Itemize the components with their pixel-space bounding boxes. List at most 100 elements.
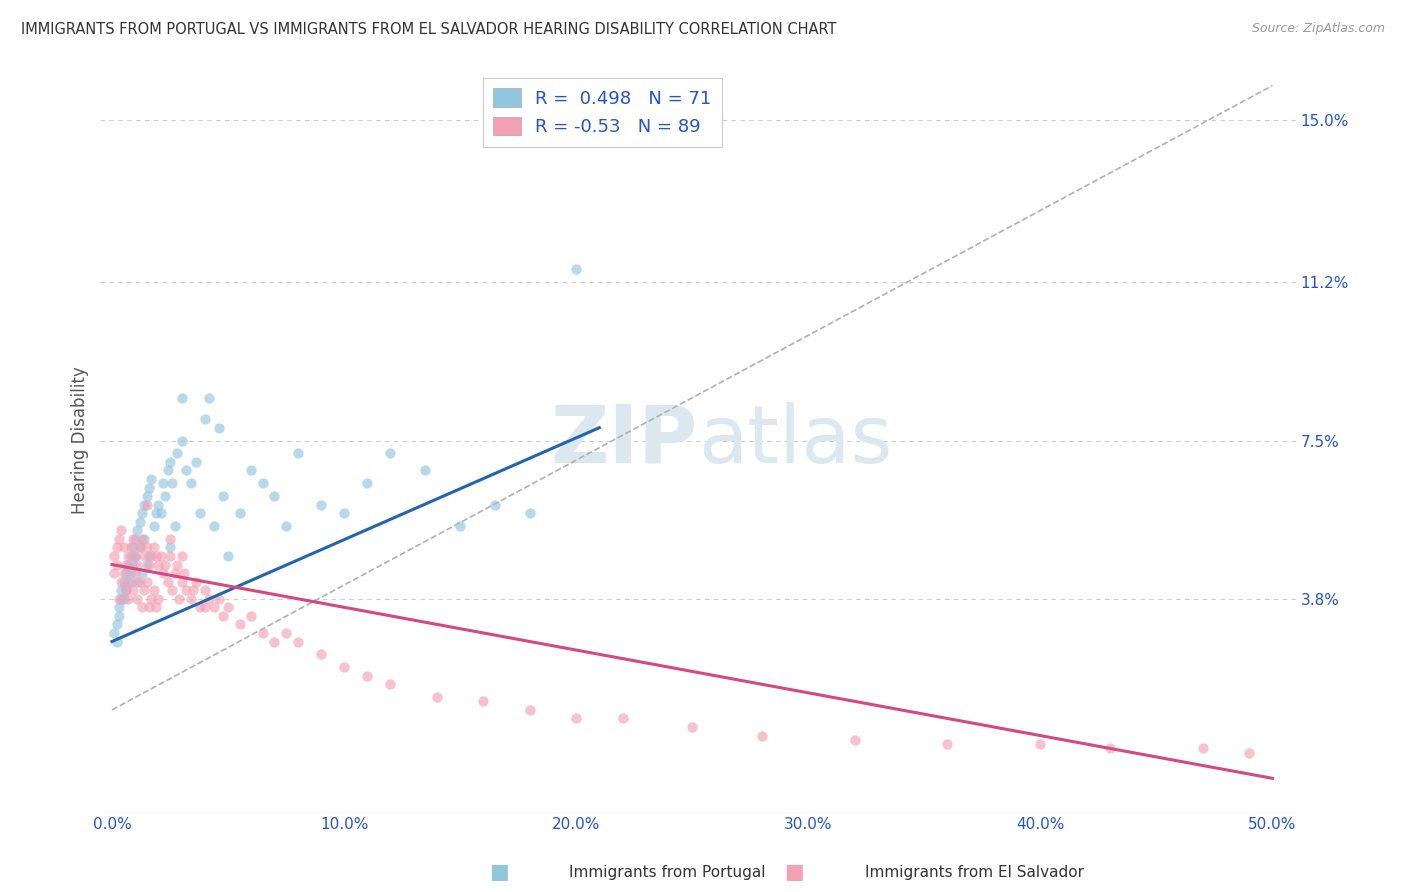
Point xyxy=(228,617,250,632)
Point xyxy=(156,463,179,477)
Point xyxy=(138,481,160,495)
Point xyxy=(240,463,263,477)
Point xyxy=(115,583,138,598)
Point xyxy=(120,574,142,589)
Point xyxy=(274,626,297,640)
Point xyxy=(159,455,181,469)
Point xyxy=(426,690,449,704)
Point xyxy=(194,600,217,615)
Point xyxy=(202,519,225,533)
Point xyxy=(148,498,170,512)
Point xyxy=(149,506,172,520)
Text: Immigrants from Portugal: Immigrants from Portugal xyxy=(569,865,766,880)
Point xyxy=(263,489,285,503)
Point xyxy=(274,519,297,533)
Point xyxy=(202,600,225,615)
Point xyxy=(198,591,221,606)
Point xyxy=(159,549,181,563)
Point xyxy=(181,583,204,598)
Point xyxy=(333,660,356,674)
Point xyxy=(263,634,285,648)
Point xyxy=(138,600,160,615)
Point xyxy=(124,532,146,546)
Point xyxy=(141,472,163,486)
Point xyxy=(167,591,190,606)
Point xyxy=(155,558,177,572)
Point xyxy=(105,634,128,648)
Point xyxy=(127,591,149,606)
Point xyxy=(134,498,156,512)
Point xyxy=(194,412,217,426)
Point xyxy=(159,532,181,546)
Point xyxy=(170,574,193,589)
Point xyxy=(170,434,193,448)
Point xyxy=(131,532,153,546)
Point xyxy=(103,566,125,580)
Point xyxy=(105,541,128,555)
Point xyxy=(117,574,139,589)
Point xyxy=(240,608,263,623)
Point xyxy=(174,463,197,477)
Point xyxy=(188,506,211,520)
Point xyxy=(105,617,128,632)
Point xyxy=(115,558,138,572)
Point xyxy=(212,489,235,503)
Point xyxy=(110,574,132,589)
Point xyxy=(681,720,703,734)
Point xyxy=(936,737,959,751)
Point xyxy=(121,558,143,572)
Point xyxy=(180,591,202,606)
Point xyxy=(148,591,170,606)
Text: ZIP: ZIP xyxy=(551,401,697,480)
Point xyxy=(110,524,132,538)
Point xyxy=(108,591,131,606)
Point xyxy=(252,626,274,640)
Point xyxy=(309,648,332,662)
Point xyxy=(162,476,184,491)
Point xyxy=(184,455,207,469)
Point xyxy=(138,549,160,563)
Point xyxy=(198,391,221,405)
Point xyxy=(180,476,202,491)
Point xyxy=(145,600,167,615)
Point xyxy=(135,574,157,589)
Point xyxy=(103,626,125,640)
Point xyxy=(380,446,402,460)
Point xyxy=(152,566,174,580)
Point xyxy=(751,729,773,743)
Point xyxy=(1029,737,1052,751)
Point xyxy=(120,541,142,555)
Point xyxy=(135,489,157,503)
Point xyxy=(112,566,135,580)
Point xyxy=(413,463,436,477)
Point xyxy=(188,600,211,615)
Point xyxy=(148,558,170,572)
Point xyxy=(135,498,157,512)
Point xyxy=(162,583,184,598)
Point xyxy=(484,498,506,512)
Point xyxy=(212,608,235,623)
Point xyxy=(134,583,156,598)
Point xyxy=(115,566,138,580)
Point xyxy=(112,541,135,555)
Text: Source: ZipAtlas.com: Source: ZipAtlas.com xyxy=(1251,22,1385,36)
Point xyxy=(152,476,174,491)
Point xyxy=(173,566,195,580)
Point xyxy=(565,711,588,725)
Point xyxy=(252,476,274,491)
Point xyxy=(138,558,160,572)
Point xyxy=(141,549,163,563)
Point xyxy=(228,506,250,520)
Text: ■: ■ xyxy=(785,863,804,882)
Legend: R =  0.498   N = 71, R = -0.53   N = 89: R = 0.498 N = 71, R = -0.53 N = 89 xyxy=(482,78,723,147)
Point xyxy=(142,519,165,533)
Point xyxy=(124,549,146,563)
Point xyxy=(145,549,167,563)
Point xyxy=(612,711,634,725)
Point xyxy=(170,391,193,405)
Point xyxy=(127,574,149,589)
Point xyxy=(103,549,125,563)
Point xyxy=(287,446,309,460)
Point xyxy=(208,591,231,606)
Point xyxy=(131,600,153,615)
